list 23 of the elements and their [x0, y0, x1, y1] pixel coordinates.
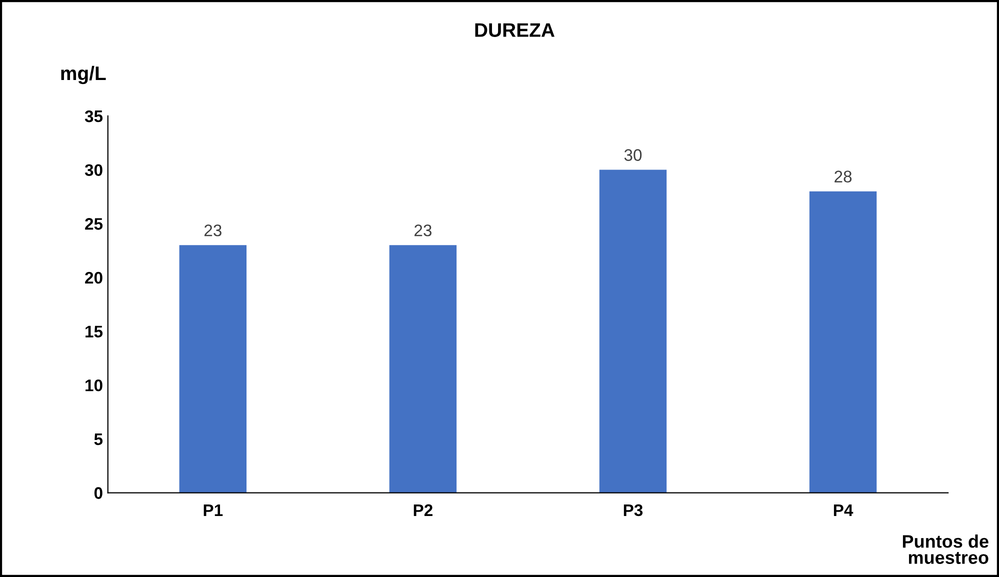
x-tick-label: P2: [414, 504, 432, 516]
y-tick-label: 0: [94, 487, 102, 499]
y-tick-label: 20: [85, 272, 102, 284]
y-tick-label: 25: [85, 218, 103, 230]
data-label: 23: [204, 224, 222, 236]
x-tick-label: P3: [624, 504, 643, 516]
bar: [179, 245, 247, 493]
bar: [389, 245, 457, 493]
chart-title: DUREZA: [475, 23, 554, 37]
data-label: 23: [414, 224, 432, 236]
y-tick-label: 10: [86, 380, 102, 392]
y-tick-label: 30: [84, 164, 102, 176]
x-axis-title: Puntos de muestreo: [902, 534, 988, 564]
bar: [599, 170, 667, 493]
x-tick-label: P1: [204, 504, 223, 516]
y-tick-label: 35: [84, 110, 103, 122]
y-axis-title: mg/L: [61, 66, 106, 84]
data-label: 30: [624, 149, 642, 161]
bar: [809, 191, 877, 493]
data-label: 28: [834, 170, 852, 182]
y-tick-label: 15: [86, 326, 103, 338]
y-tick-label: 5: [94, 434, 103, 446]
x-tick-label: P4: [834, 504, 854, 516]
